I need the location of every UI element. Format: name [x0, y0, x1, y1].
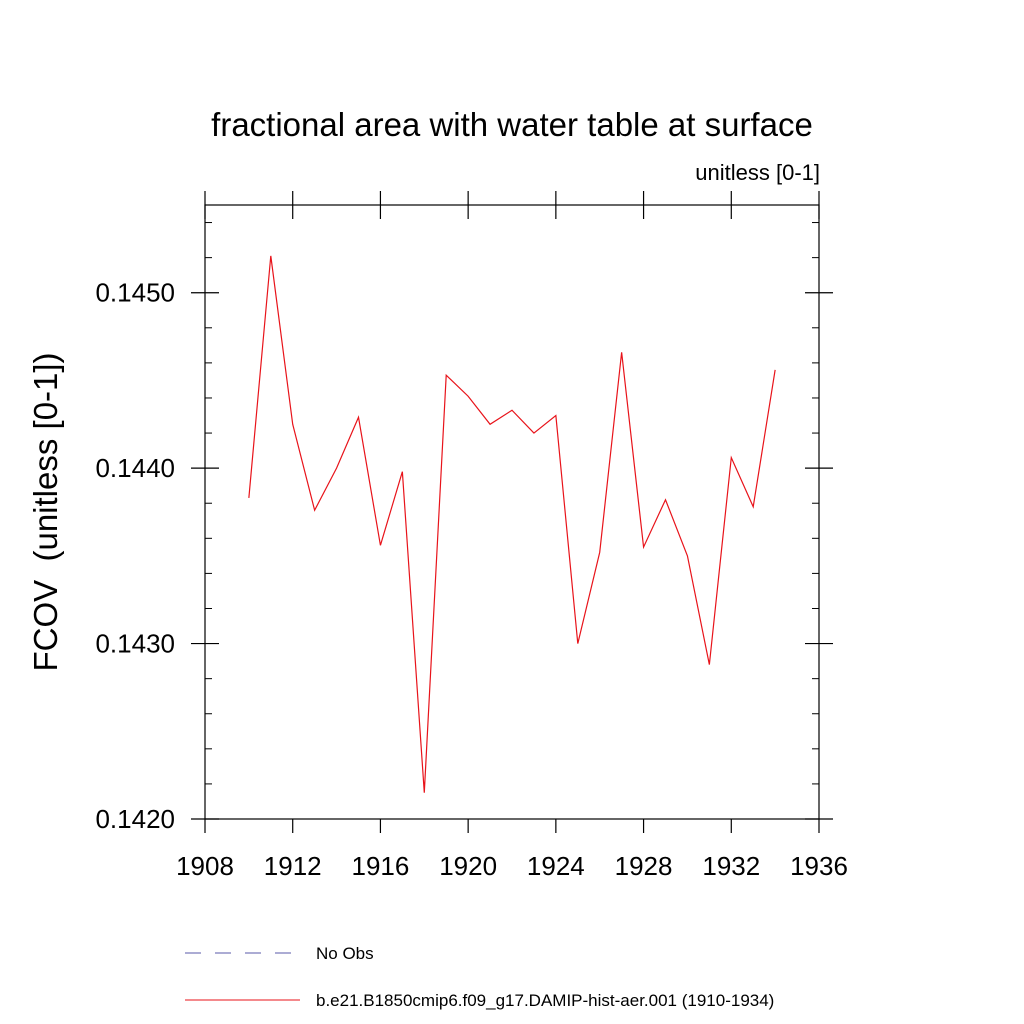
legend: No Obs b.e21.B1850cmip6.f09_g17.DAMIP-his… — [185, 944, 774, 1010]
y-tick-label: 0.1430 — [95, 629, 175, 659]
y-tick-label: 0.1450 — [95, 278, 175, 308]
x-tick-label: 1924 — [527, 851, 585, 881]
series-layer — [248, 255, 776, 793]
x-tick-label: 1908 — [176, 851, 234, 881]
x-tick-label: 1920 — [439, 851, 497, 881]
y-tick-label: 0.1420 — [95, 804, 175, 834]
y-tick-label: 0.1440 — [95, 453, 175, 483]
tick-labels: 1908 1912 1916 1920 1924 1928 1932 1936 0.1420 0.… — [95, 278, 847, 881]
y-axis-label: FCOV (unitless [0-1]) — [27, 352, 64, 671]
x-tick-label: 1912 — [264, 851, 322, 881]
legend-label: No Obs — [316, 944, 374, 963]
legend-label: b.e21.B1850cmip6.f09_g17.DAMIP-hist-aer.… — [316, 991, 774, 1010]
chart-title: fractional area with water table at surf… — [211, 106, 813, 143]
chart-subtitle: unitless [0-1] — [695, 160, 820, 185]
series-line — [248, 255, 776, 793]
x-tick-label: 1932 — [702, 851, 760, 881]
plot-frame — [204, 204, 820, 820]
x-tick-label: 1928 — [615, 851, 673, 881]
axis-ticks — [191, 191, 833, 833]
x-tick-label: 1916 — [352, 851, 410, 881]
x-tick-label: 1936 — [790, 851, 848, 881]
